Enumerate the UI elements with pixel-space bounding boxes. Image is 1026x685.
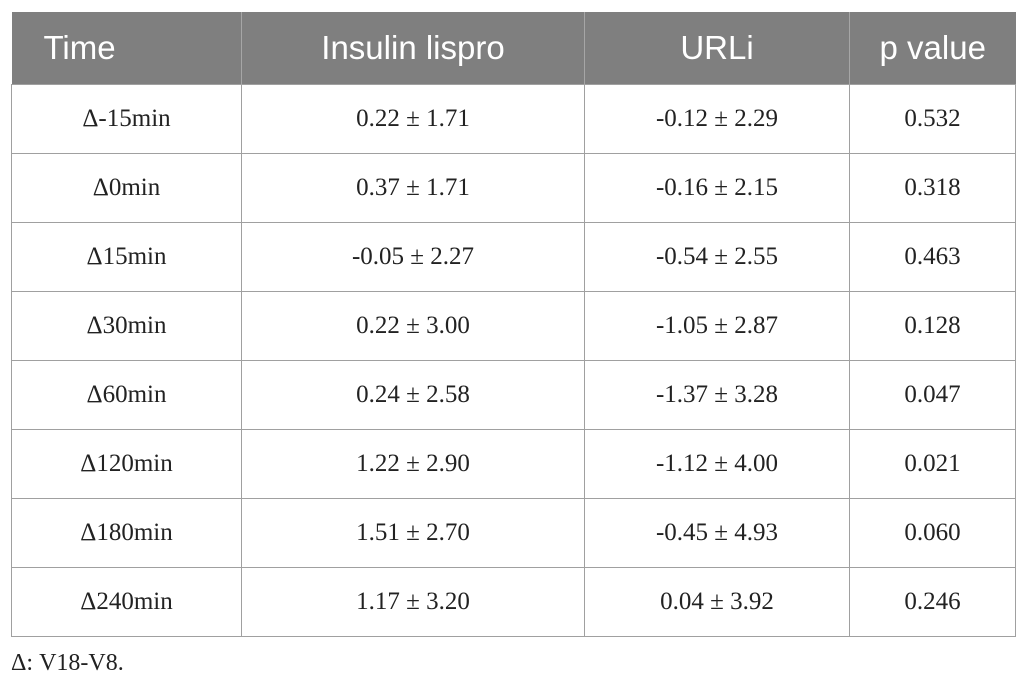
cell-insulin-lispro: 1.51 ± 2.70 [241,498,585,568]
cell-p-value: 0.060 [849,498,1016,568]
cell-insulin-lispro: 1.22 ± 2.90 [241,429,585,499]
cell-time: Δ-15min [11,84,242,154]
header-insulin-lispro: Insulin lispro [241,12,585,85]
table-row: Δ15min -0.05 ± 2.27 -0.54 ± 2.55 0.463 [11,222,1016,292]
cell-p-value: 0.246 [849,567,1016,637]
cell-p-value: 0.318 [849,153,1016,223]
cell-insulin-lispro: -0.05 ± 2.27 [241,222,585,292]
cell-time: Δ30min [11,291,242,361]
results-table: Time Insulin lispro URLi p value Δ-15min… [11,12,1016,637]
cell-urli: -1.05 ± 2.87 [584,291,850,361]
cell-insulin-lispro: 0.22 ± 1.71 [241,84,585,154]
table-footnote: Δ: V18-V8. [11,650,124,676]
table-row: Δ60min 0.24 ± 2.58 -1.37 ± 3.28 0.047 [11,360,1016,430]
cell-p-value: 0.047 [849,360,1016,430]
cell-time: Δ180min [11,498,242,568]
header-time: Time [11,12,242,85]
cell-time: Δ240min [11,567,242,637]
cell-p-value: 0.021 [849,429,1016,499]
table-row: Δ240min 1.17 ± 3.20 0.04 ± 3.92 0.246 [11,567,1016,637]
cell-urli: -0.16 ± 2.15 [584,153,850,223]
cell-time: Δ0min [11,153,242,223]
table-row: Δ120min 1.22 ± 2.90 -1.12 ± 4.00 0.021 [11,429,1016,499]
cell-urli: -0.54 ± 2.55 [584,222,850,292]
cell-p-value: 0.532 [849,84,1016,154]
cell-urli: 0.04 ± 3.92 [584,567,850,637]
table-row: Δ180min 1.51 ± 2.70 -0.45 ± 4.93 0.060 [11,498,1016,568]
cell-p-value: 0.463 [849,222,1016,292]
cell-insulin-lispro: 0.24 ± 2.58 [241,360,585,430]
table-row: Δ-15min 0.22 ± 1.71 -0.12 ± 2.29 0.532 [11,84,1016,154]
cell-insulin-lispro: 1.17 ± 3.20 [241,567,585,637]
cell-insulin-lispro: 0.22 ± 3.00 [241,291,585,361]
header-row: Time Insulin lispro URLi p value [11,12,1016,85]
table-header: Time Insulin lispro URLi p value [11,12,1016,85]
cell-insulin-lispro: 0.37 ± 1.71 [241,153,585,223]
header-urli: URLi [584,12,850,85]
cell-urli: -1.12 ± 4.00 [584,429,850,499]
cell-p-value: 0.128 [849,291,1016,361]
cell-urli: -1.37 ± 3.28 [584,360,850,430]
cell-urli: -0.12 ± 2.29 [584,84,850,154]
cell-time: Δ15min [11,222,242,292]
header-p-value: p value [849,12,1016,85]
cell-time: Δ60min [11,360,242,430]
table-row: Δ0min 0.37 ± 1.71 -0.16 ± 2.15 0.318 [11,153,1016,223]
table-body: Δ-15min 0.22 ± 1.71 -0.12 ± 2.29 0.532 Δ… [11,84,1016,637]
cell-urli: -0.45 ± 4.93 [584,498,850,568]
table-row: Δ30min 0.22 ± 3.00 -1.05 ± 2.87 0.128 [11,291,1016,361]
cell-time: Δ120min [11,429,242,499]
